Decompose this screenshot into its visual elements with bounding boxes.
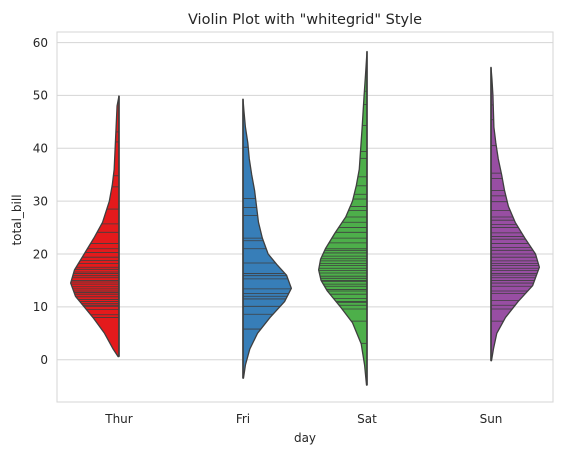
x-tick-label: Sat	[357, 412, 377, 426]
y-tick-label: 40	[33, 142, 48, 156]
violin-body	[242, 98, 293, 379]
grid-lines	[57, 42, 553, 361]
x-tick-label: Fri	[236, 412, 250, 426]
y-axis-label: total_bill	[10, 194, 24, 245]
violin-body	[490, 66, 541, 362]
violin-thur	[69, 95, 120, 358]
y-tick-label: 30	[33, 194, 48, 208]
violin-sat	[317, 50, 368, 386]
plot-area-frame	[56, 31, 554, 403]
chart-title: Violin Plot with "whitegrid" Style	[188, 12, 422, 28]
x-tick-labels: Thur Fri Sat Sun	[104, 412, 502, 426]
x-tick-label: Thur	[104, 412, 133, 426]
x-axis-label: day	[294, 431, 316, 445]
y-tick-label: 20	[33, 247, 48, 261]
y-tick-labels: 0 10 20 30 40 50 60	[33, 36, 48, 367]
violin-sun	[490, 66, 541, 362]
y-tick-label: 10	[33, 300, 48, 314]
y-tick-label: 0	[40, 353, 48, 367]
y-tick-label: 60	[33, 36, 48, 50]
violins-layer	[69, 50, 541, 386]
x-tick-label: Sun	[480, 412, 503, 426]
violin-fri	[242, 98, 293, 379]
y-tick-label: 50	[33, 89, 48, 103]
